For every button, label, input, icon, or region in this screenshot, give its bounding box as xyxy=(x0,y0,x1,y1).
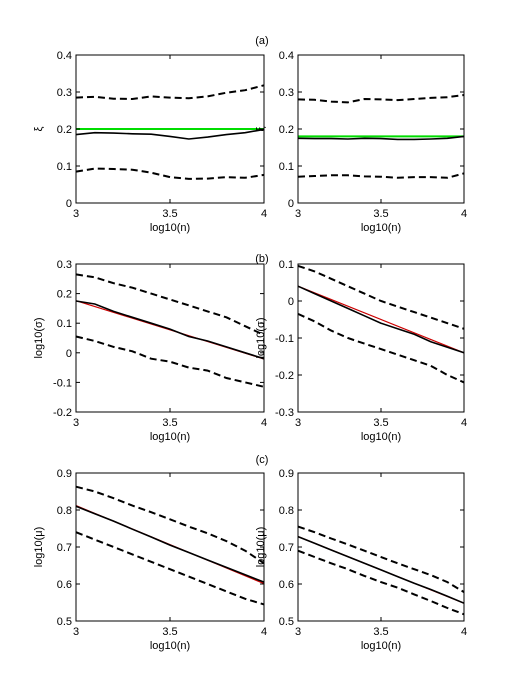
b-right-ytick-label: -0.2 xyxy=(275,370,294,382)
a-right-ytick-label: 0 xyxy=(288,198,294,210)
c-left-xtick-label: 4 xyxy=(261,626,267,638)
subplot-a-left: 3 3.5 4 0 0.1 0.2 0.3 0.4 log10(n) ξ xyxy=(33,50,267,234)
c-left-xlabel: log10(n) xyxy=(150,640,190,652)
c-right-xtick-label: 3.5 xyxy=(373,626,388,638)
a-right-ytick-label: 0.3 xyxy=(279,87,294,99)
b-right-series-upper-line xyxy=(297,264,465,330)
a-left-xtick-label: 4 xyxy=(261,208,267,220)
c-right-series-lower-line xyxy=(297,549,465,616)
c-right-ytick-label: 0.6 xyxy=(279,579,294,591)
c-left-ytick-label: 0.7 xyxy=(57,542,72,554)
b-right-xlabel: log10(n) xyxy=(361,431,401,443)
subplot-b-right: 3 3.5 4 -0.3 -0.2 -0.1 0 0.1 log10(n) log10(σ) xyxy=(255,259,467,443)
b-right-xtick-label: 4 xyxy=(461,417,467,429)
panel-label-a: (a) xyxy=(255,35,268,47)
c-left-ylabel: log10(μ) xyxy=(33,527,45,568)
b-left-ytick-label: -0.2 xyxy=(53,407,72,419)
b-right-xtick-label: 3.5 xyxy=(373,417,388,429)
b-right-series-reference-line xyxy=(297,285,465,354)
a-left-ytick-label: 0.3 xyxy=(57,87,72,99)
panel-label-b: (b) xyxy=(255,253,268,265)
c-right-xtick-label: 4 xyxy=(461,626,467,638)
a-right-ylabel: ξ xyxy=(255,126,267,131)
b-left-xtick-label: 3.5 xyxy=(162,417,177,429)
b-right-ytick-label: 0 xyxy=(288,296,294,308)
c-left-ytick-label: 0.9 xyxy=(57,468,72,480)
a-left-ytick-label: 0 xyxy=(66,198,72,210)
a-right-ytick-label: 0.2 xyxy=(279,124,294,136)
subplot-b-left: 3 3.5 4 -0.2 -0.1 0 0.1 0.2 0.3 log10(n) log10(σ) xyxy=(33,259,267,443)
a-left-ytick-label: 0.1 xyxy=(57,161,72,173)
b-left-xtick-label: 4 xyxy=(261,417,267,429)
a-left-series-mean-line xyxy=(75,128,265,140)
subplot-a-right: 3 3.5 4 0 0.1 0.2 0.3 0.4 log10(n) ξ xyxy=(255,50,467,234)
subplot-c-left: 3 3.5 4 0.5 0.6 0.7 0.8 0.9 log10(n) log10(μ) xyxy=(33,468,267,652)
a-left-ytick-label: 0.4 xyxy=(57,50,72,62)
a-right-ytick-label: 0.4 xyxy=(279,50,294,62)
a-left-xtick-label: 3.5 xyxy=(162,208,177,220)
c-left-xtick-label: 3.5 xyxy=(162,626,177,638)
a-left-xlabel: log10(n) xyxy=(150,222,190,234)
c-left-series-mean-line xyxy=(75,505,265,583)
b-right-ytick-label: -0.1 xyxy=(275,333,294,345)
c-left-ytick-label: 0.5 xyxy=(57,616,72,628)
subplot-c-right: 3 3.5 4 0.5 0.6 0.7 0.8 0.9 log10(n) log10(μ) xyxy=(255,468,467,652)
b-right-ytick-label: 0.1 xyxy=(279,259,294,271)
a-right-series-upper-line xyxy=(297,94,465,104)
c-right-ylabel: log10(μ) xyxy=(255,527,267,568)
c-right-xlabel: log10(n) xyxy=(361,640,401,652)
a-left-series-upper-line xyxy=(75,84,265,101)
b-left-ytick-label: 0 xyxy=(66,348,72,360)
b-right-series-mean-line xyxy=(297,285,465,354)
c-right-series-upper-line xyxy=(297,525,465,593)
b-right-series-lower-line xyxy=(297,312,465,384)
b-left-ytick-label: 0.1 xyxy=(57,318,72,330)
b-right-ytick-label: -0.3 xyxy=(275,407,294,419)
b-left-xlabel: log10(n) xyxy=(150,431,190,443)
a-left-series-lower-line xyxy=(75,167,265,180)
b-left-xtick-label: 3 xyxy=(73,417,79,429)
c-left-xtick-label: 3 xyxy=(73,626,79,638)
b-left-ytick-label: 0.3 xyxy=(57,259,72,271)
b-left-ylabel: log10(σ) xyxy=(33,317,45,358)
b-left-ytick-label: 0.2 xyxy=(57,289,72,301)
a-right-xtick-label: 3.5 xyxy=(373,208,388,220)
a-right-ytick-label: 0.1 xyxy=(279,161,294,173)
a-right-series-lower-line xyxy=(297,172,465,179)
c-left-series-lower-line xyxy=(75,531,265,606)
c-right-ytick-label: 0.7 xyxy=(279,542,294,554)
a-right-series-mean-line xyxy=(297,135,465,141)
a-left-ylabel: ξ xyxy=(33,126,45,131)
b-right-xtick-label: 3 xyxy=(295,417,301,429)
c-right-xtick-label: 3 xyxy=(295,626,301,638)
c-left-ytick-label: 0.8 xyxy=(57,505,72,517)
c-right-ytick-label: 0.9 xyxy=(279,468,294,480)
b-left-series-mean-line xyxy=(75,300,265,360)
a-right-xtick-label: 3 xyxy=(295,208,301,220)
c-left-ytick-label: 0.6 xyxy=(57,579,72,591)
panel-label-c: (c) xyxy=(256,454,269,466)
c-right-ytick-label: 0.8 xyxy=(279,505,294,517)
c-left-series-upper-line xyxy=(75,485,265,565)
a-left-ytick-label: 0.2 xyxy=(57,124,72,136)
b-left-ytick-label: -0.1 xyxy=(53,377,72,389)
c-right-ytick-label: 0.5 xyxy=(279,616,294,628)
a-right-xlabel: log10(n) xyxy=(361,222,401,234)
a-right-xtick-label: 4 xyxy=(461,208,467,220)
b-right-ylabel: log10(σ) xyxy=(255,317,267,358)
a-left-xtick-label: 3 xyxy=(73,208,79,220)
c-right-series-mean-line xyxy=(297,535,465,604)
